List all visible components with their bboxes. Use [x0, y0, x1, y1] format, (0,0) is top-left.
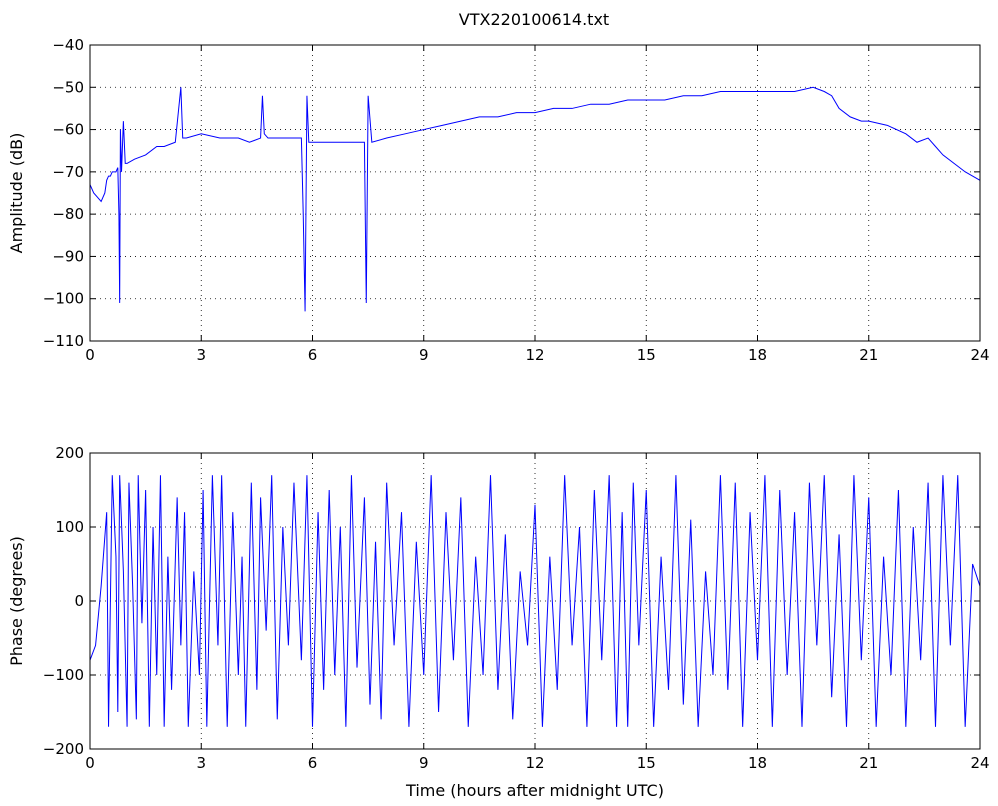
phase-y-tick-label: 200 [55, 444, 84, 462]
phase-x-tick-label: 9 [419, 754, 429, 772]
phase-x-axis-title: Time (hours after midnight UTC) [405, 781, 664, 800]
phase-x-tick-label: 6 [308, 754, 318, 772]
amplitude-axes: 0 3 6 9 12 15 18 21 24 −40 −50 −60 −70 −80 −90 −100 −110… [7, 36, 990, 364]
amplitude-x-tick-label: 3 [196, 346, 206, 364]
amplitude-x-tick-label: 9 [419, 346, 429, 364]
amplitude-y-tick-label: −60 [52, 121, 84, 139]
amplitude-y-axis-title: Amplitude (dB) [7, 133, 26, 254]
phase-series-line [89, 475, 981, 727]
phase-y-tick-label: −100 [43, 666, 84, 684]
amplitude-x-tick-label: 6 [308, 346, 318, 364]
amplitude-y-tick-label: −40 [52, 36, 84, 54]
phase-x-tick-label: 3 [196, 754, 206, 772]
amplitude-y-tick-label: −110 [43, 332, 84, 350]
amplitude-x-tick-label: 18 [748, 346, 767, 364]
amplitude-y-tick-label: −90 [52, 247, 84, 265]
phase-axes: 0 3 6 9 12 15 18 21 24 200 100 0 −100 −200 Phase (degr… [7, 444, 990, 800]
amplitude-y-tick-label: −100 [43, 290, 84, 308]
phase-x-tick-label: 12 [525, 754, 544, 772]
amplitude-x-tick-label: 21 [859, 346, 878, 364]
amplitude-x-tick-label: 24 [970, 346, 989, 364]
amplitude-x-tick-label: 0 [85, 346, 95, 364]
amplitude-x-tick-label: 12 [525, 346, 544, 364]
phase-x-tick-label: 18 [748, 754, 767, 772]
amplitude-x-tick-label: 15 [637, 346, 656, 364]
amplitude-y-tick-label: −80 [52, 205, 84, 223]
amplitude-series-line [89, 86, 981, 312]
amplitude-y-tick-label: −70 [52, 163, 84, 181]
phase-x-tick-label: 0 [85, 754, 95, 772]
phase-x-tick-label: 15 [637, 754, 656, 772]
phase-x-tick-label: 21 [859, 754, 878, 772]
phase-y-axis-title: Phase (degrees) [7, 536, 26, 666]
phase-x-tick-label: 24 [970, 754, 989, 772]
phase-y-tick-label: 100 [55, 518, 84, 536]
amplitude-y-tick-label: −50 [52, 78, 84, 96]
chart-title: VTX220100614.txt [459, 10, 609, 29]
phase-y-tick-label: 0 [74, 592, 84, 610]
phase-y-tick-label: −200 [43, 740, 84, 758]
